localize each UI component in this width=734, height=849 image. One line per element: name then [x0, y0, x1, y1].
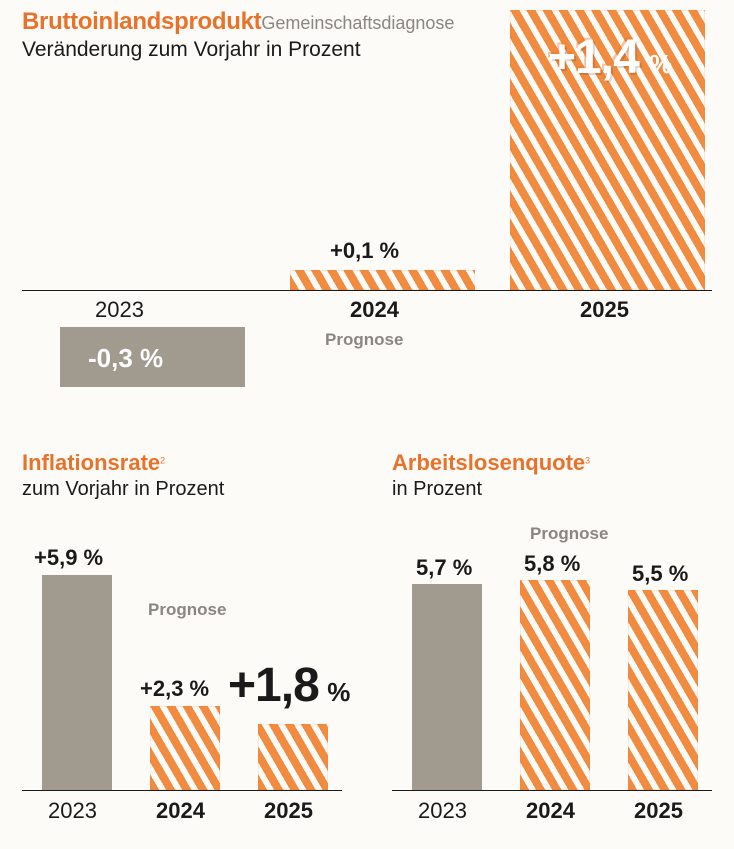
- gdp-bar-2024: [290, 270, 475, 290]
- unemployment-value-2023: 5,7 %: [416, 555, 472, 581]
- unemployment-year-2025: 2025: [634, 798, 683, 824]
- gdp-subtitle: Veränderung zum Vorjahr in Prozent: [22, 38, 361, 62]
- inflation-bar-2024: [150, 706, 220, 790]
- unemployment-year-2023: 2023: [418, 798, 467, 824]
- inflation-title-row: Inflationsrate2: [22, 450, 165, 476]
- unemployment-title: Arbeitslosenquote: [392, 450, 585, 475]
- unemployment-footnote: 3: [585, 456, 590, 466]
- inflation-year-2025: 2025: [264, 798, 313, 824]
- inflation-title: Inflationsrate: [22, 450, 160, 475]
- gdp-value-2024: +0,1 %: [330, 238, 399, 264]
- inflation-value-2025: +1,8 %: [228, 658, 350, 713]
- inflation-value-2024: +2,3 %: [140, 676, 209, 702]
- gdp-value-2025: +1,4 %: [548, 30, 672, 85]
- unemployment-bar-2024: [520, 580, 590, 790]
- gdp-year-2024: 2024: [350, 297, 399, 323]
- inflation-value-2025-pct: %: [327, 677, 350, 707]
- unemployment-value-2024: 5,8 %: [524, 551, 580, 577]
- gdp-title-note: Gemeinschaftsdiagnose: [261, 13, 454, 33]
- inflation-footnote: 2: [160, 456, 165, 466]
- gdp-title: Bruttoinlandsprodukt: [22, 8, 261, 35]
- unemployment-prognose-label: Prognose: [530, 524, 608, 544]
- inflation-axis: [22, 790, 342, 791]
- gdp-value-2025-pct: %: [649, 49, 672, 79]
- gdp-year-2025: 2025: [580, 297, 629, 323]
- inflation-prognose-label: Prognose: [148, 600, 226, 620]
- inflation-subtitle: zum Vorjahr in Prozent: [22, 478, 224, 501]
- gdp-year-2023: 2023: [95, 297, 144, 323]
- gdp-value-2023: -0,3 %: [88, 343, 163, 374]
- unemployment-title-row: Arbeitslosenquote3: [392, 450, 590, 476]
- inflation-bar-2025: [258, 724, 328, 790]
- inflation-value-2023: +5,9 %: [34, 545, 103, 571]
- unemployment-bar-2023: [412, 584, 482, 790]
- inflation-bar-2023: [42, 575, 112, 790]
- unemployment-bar-2025: [628, 590, 698, 790]
- unemployment-axis: [392, 790, 712, 791]
- inflation-value-2025-num: +1,8: [228, 659, 319, 712]
- gdp-prognose-label: Prognose: [325, 330, 403, 350]
- gdp-title-row: BruttoinlandsproduktGemeinschaftsdiagnos…: [22, 8, 454, 36]
- unemployment-year-2024: 2024: [526, 798, 575, 824]
- unemployment-subtitle: in Prozent: [392, 478, 482, 501]
- gdp-value-2025-num: +1,4: [548, 31, 639, 84]
- gdp-axis: [22, 290, 712, 291]
- unemployment-value-2025: 5,5 %: [632, 561, 688, 587]
- inflation-year-2023: 2023: [48, 798, 97, 824]
- inflation-year-2024: 2024: [156, 798, 205, 824]
